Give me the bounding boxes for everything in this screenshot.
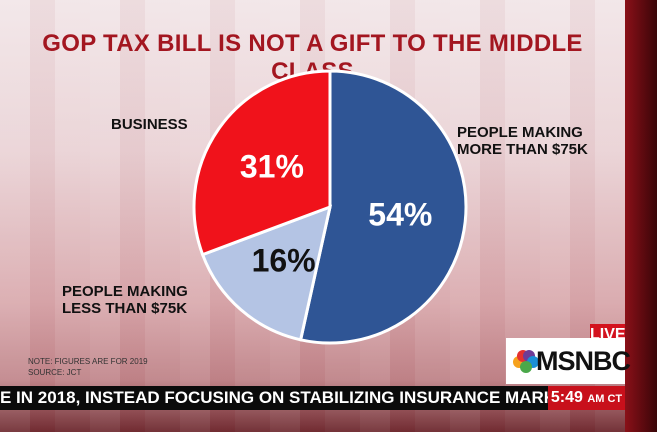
chart-notes: NOTE: FIGURES ARE FOR 2019 SOURCE: JCT (28, 356, 148, 378)
clock: 5:49 AM CT (548, 386, 625, 410)
news-ticker: E IN 2018, INSTEAD FOCUSING ON STABILIZI… (0, 386, 548, 410)
pie-slice-2 (192, 69, 332, 257)
pie-slice-1 (200, 204, 333, 342)
label-business: BUSINESS (111, 116, 188, 133)
peacock-icon (513, 350, 539, 373)
note-source: SOURCE: JCT (28, 368, 82, 377)
right-band (625, 0, 657, 432)
pie-slice-0 (298, 69, 468, 345)
network-logo: MSNBC (506, 338, 631, 384)
clock-suffix: AM CT (587, 393, 623, 405)
pie-value-label-1: 16% (252, 242, 316, 278)
label-more-than-75k: PEOPLE MAKING MORE THAN $75K (457, 124, 588, 158)
network-name: MSNBC (536, 346, 631, 376)
clock-time: 5:49 (550, 389, 583, 406)
label-less-than-75k: PEOPLE MAKING LESS THAN $75K (62, 283, 188, 317)
pie-value-label-0: 54% (368, 197, 432, 233)
pie-value-label-2: 31% (240, 149, 304, 185)
note-figures: NOTE: FIGURES ARE FOR 2019 (28, 357, 148, 366)
